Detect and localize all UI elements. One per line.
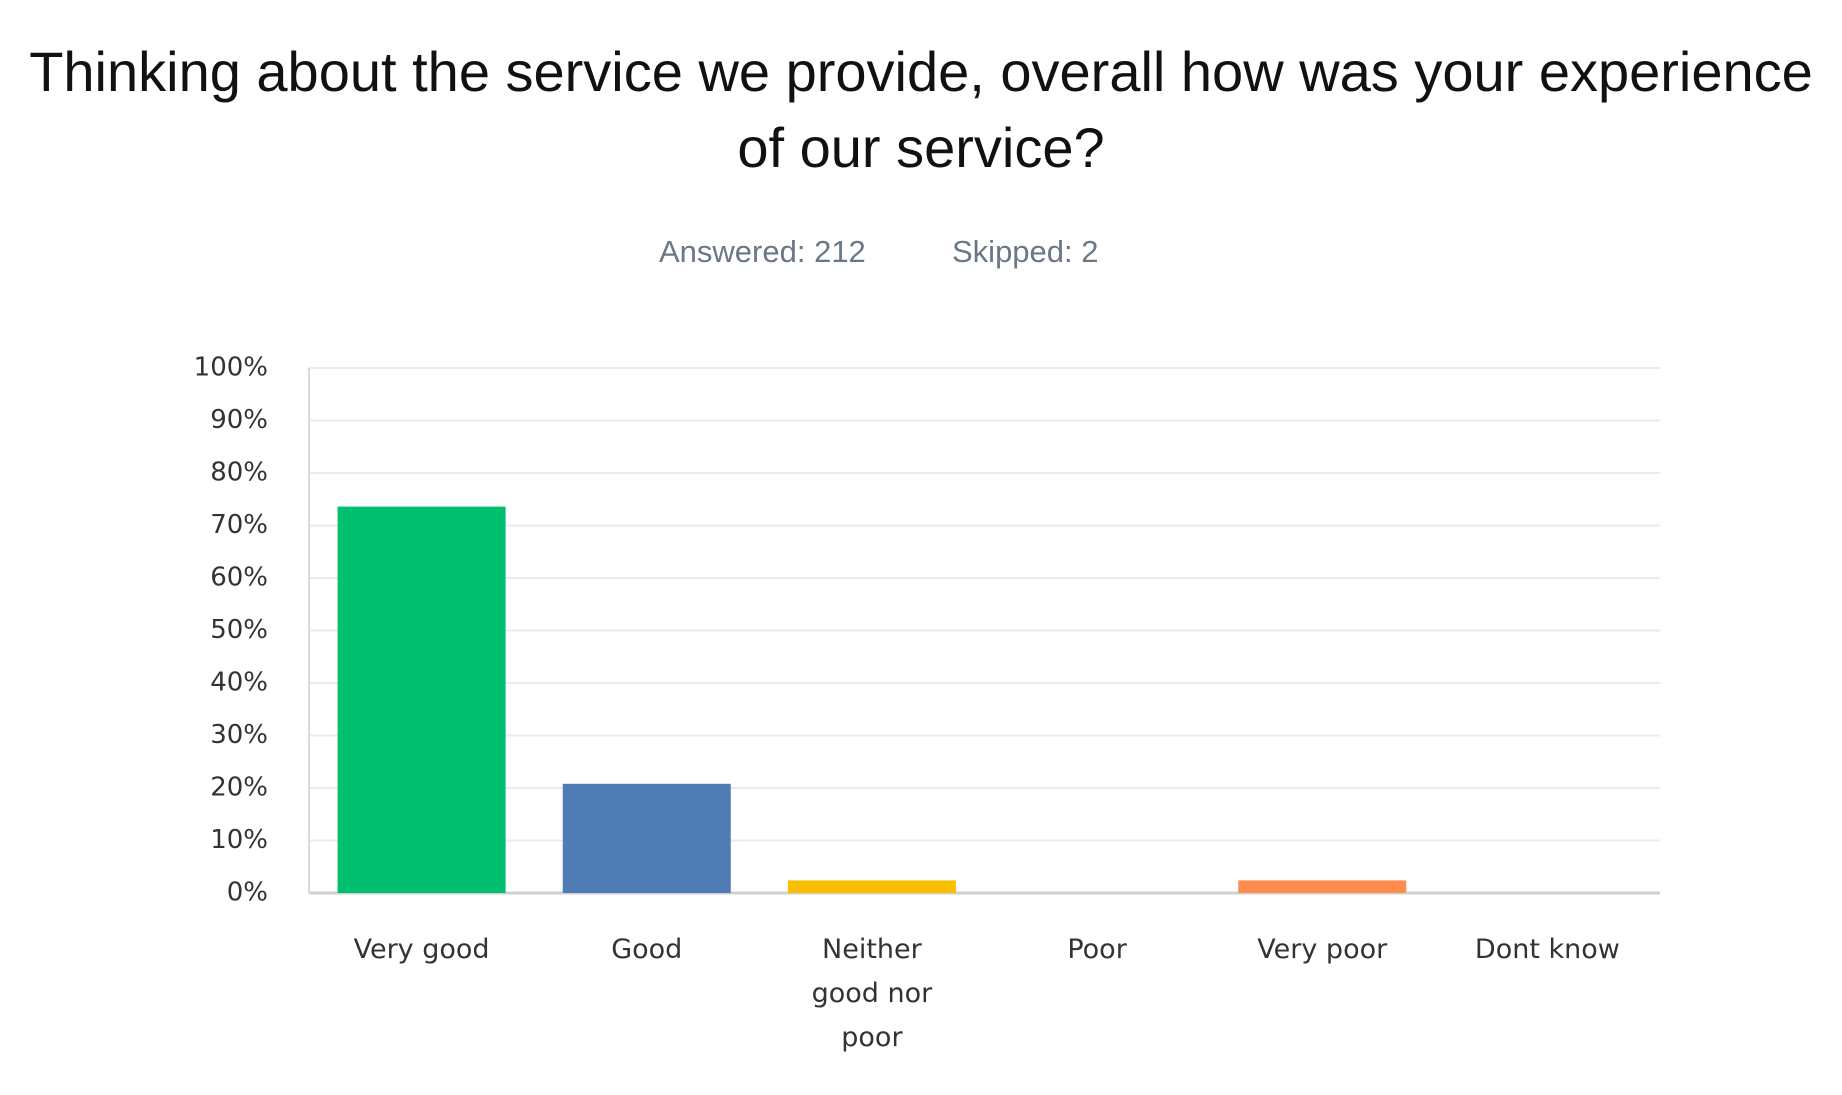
y-tick-label: 40%: [210, 668, 268, 698]
y-tick-label: 0%: [227, 878, 268, 908]
y-tick-label: 70%: [210, 510, 268, 540]
x-tick-label: Good: [611, 934, 683, 965]
bar: [1238, 880, 1407, 893]
x-tick-label: Dont know: [1474, 934, 1620, 965]
y-tick-label: 10%: [210, 825, 268, 855]
bar: [787, 880, 956, 893]
x-tick-label: Very good: [353, 934, 490, 965]
y-tick-label: 20%: [210, 773, 268, 803]
x-tick-label: Neither good nor poor: [811, 934, 933, 1053]
x-tick-label: Very poor: [1257, 934, 1388, 965]
y-tick-label: 60%: [210, 563, 268, 593]
y-tick-label: 80%: [210, 458, 268, 488]
y-tick-label: 30%: [210, 720, 268, 750]
x-tick-label: Poor: [1067, 934, 1127, 965]
y-tick-label: 90%: [210, 405, 268, 435]
y-tick-label: 50%: [210, 615, 268, 645]
chart-title: Thinking about the service we provide, o…: [29, 40, 1813, 179]
y-tick-label: 100%: [194, 353, 268, 383]
bar: [562, 783, 731, 893]
skipped-count: Skipped: 2: [952, 234, 1099, 269]
answered-count: Answered: 212: [659, 234, 866, 269]
bar: [337, 506, 506, 893]
